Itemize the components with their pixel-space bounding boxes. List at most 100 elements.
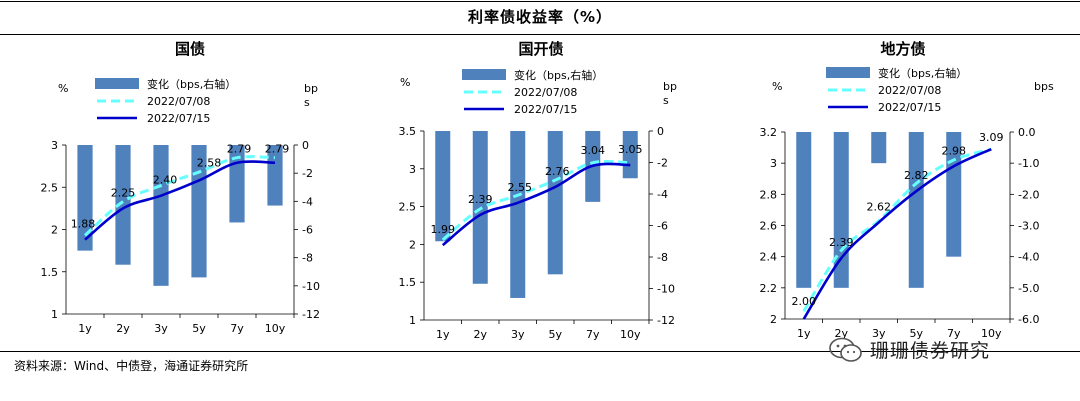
series-line-20220708 — [802, 147, 992, 312]
left-tick-label: 2.4 — [760, 251, 778, 264]
panel-title: 国债 — [175, 40, 205, 58]
x-tick-label: 1y — [436, 328, 450, 341]
title-divider — [0, 34, 1080, 35]
left-tick-label: 2 — [409, 238, 416, 251]
right-tick-label: -2 — [657, 157, 668, 170]
right-tick-label: 0.0 — [1018, 126, 1036, 139]
x-tick-label: 10y — [620, 328, 641, 341]
right-tick-label: -8 — [657, 251, 668, 264]
legend-old-label: 2022/07/08 — [147, 95, 210, 108]
right-tick-label: -3.0 — [1018, 220, 1039, 233]
data-label: 3.05 — [618, 143, 643, 156]
x-tick-label: 5y — [548, 328, 562, 341]
right-tick-label: -4.0 — [1018, 251, 1039, 264]
right-tick-label: -8 — [302, 252, 313, 265]
left-tick-label: 1 — [51, 308, 58, 321]
data-label: 2.39 — [829, 236, 854, 249]
data-label: 2.39 — [468, 193, 493, 206]
right-tick-label: -6 — [657, 220, 668, 233]
data-label: 2.79 — [265, 143, 290, 156]
data-label: 2.62 — [867, 200, 892, 213]
x-tick-label: 3y — [872, 327, 886, 340]
figure-title: 利率债收益率（%） — [467, 8, 613, 26]
right-tick-label: -6.0 — [1018, 313, 1039, 326]
legend-new-label: 2022/07/15 — [878, 101, 941, 114]
panel-2: 国开债 1 1.5 2 2.5 3 3.5 0 -2 -4 -6 -8 -10 -12% bps 1y 2y 3y… — [399, 40, 677, 341]
left-unit-label: % — [58, 82, 68, 95]
left-tick-label: 3 — [51, 139, 58, 152]
x-tick-label: 5y — [192, 322, 206, 335]
legend-bar-label: 变化（bps,右轴） — [878, 66, 967, 80]
bar — [796, 132, 812, 288]
bar — [871, 132, 887, 164]
series-line-20220715 — [802, 147, 992, 320]
source-note: 资料来源：Wind、中债登，海通证券研究所 — [14, 359, 249, 373]
right-tick-label: -10 — [302, 280, 320, 293]
bar — [435, 131, 451, 242]
legend-old-label: 2022/07/08 — [514, 86, 577, 99]
panel-title: 地方债 — [880, 40, 925, 58]
data-label: 3.09 — [979, 131, 1004, 144]
legend-old-label: 2022/07/08 — [878, 84, 941, 97]
panel-3: 地方债 2 2.2 2.4 2.6 2.8 3 3.2 0.0 -1.0 -2.0 -3.0 -4.0 -… — [760, 40, 1054, 340]
right-tick-label: -12 — [657, 314, 675, 327]
left-tick-label: 2 — [770, 313, 777, 326]
right-unit-label: bp — [304, 82, 318, 95]
left-unit-label: % — [772, 80, 782, 93]
left-tick-label: 2.8 — [760, 188, 778, 201]
bottom-divider — [0, 351, 1080, 352]
left-tick-label: 2.5 — [41, 181, 59, 194]
right-unit-label: s — [304, 96, 310, 109]
left-tick-label: 3.2 — [760, 126, 778, 139]
legend-new-label: 2022/07/15 — [514, 103, 577, 116]
x-tick-label: 10y — [981, 327, 1002, 340]
data-label: 2.55 — [508, 181, 533, 194]
data-label: 2.25 — [111, 186, 136, 199]
panel-1: 国债 1 1.5 2 2.5 3 0 -2 -4 -6 -8 -10 -12% bps 1y 2y 3y 5y 7y… — [41, 40, 320, 335]
bar — [153, 145, 169, 286]
bar — [833, 132, 849, 288]
data-label: 2.98 — [942, 144, 967, 157]
legend-bar-swatch — [95, 78, 139, 89]
data-label: 2.76 — [545, 165, 570, 178]
bar — [547, 131, 563, 275]
data-label: 2.82 — [904, 169, 929, 182]
x-tick-label: 3y — [154, 322, 168, 335]
left-tick-label: 2 — [51, 224, 58, 237]
series-line-20220708 — [83, 155, 276, 237]
left-tick-label: 2.2 — [760, 282, 778, 295]
left-tick-label: 2.6 — [760, 220, 778, 233]
left-tick-label: 3 — [770, 157, 777, 170]
right-tick-label: -2 — [302, 167, 313, 180]
right-tick-label: -5.0 — [1018, 282, 1039, 295]
right-unit-label: bp — [663, 80, 677, 93]
right-tick-label: -1.0 — [1018, 157, 1039, 170]
x-tick-label: 10y — [265, 322, 286, 335]
right-tick-label: -4 — [657, 188, 668, 201]
x-tick-label: 2y — [834, 327, 848, 340]
series-line-20220715 — [441, 162, 631, 247]
left-tick-label: 3.5 — [399, 125, 417, 138]
x-tick-label: 7y — [947, 327, 961, 340]
legend-bar-swatch — [462, 69, 506, 80]
legend-bar-label: 变化（bps,右轴） — [147, 77, 236, 91]
legend-bar-label: 变化（bps,右轴） — [514, 68, 603, 82]
watermark-text: 珊珊债券研究 — [870, 340, 991, 362]
legend-new-label: 2022/07/15 — [147, 112, 210, 125]
left-tick-label: 1 — [409, 314, 416, 327]
right-tick-label: -6 — [302, 224, 313, 237]
right-unit-label: bps — [1034, 80, 1054, 93]
series-line-20220715 — [84, 160, 276, 241]
bar — [77, 145, 93, 251]
x-tick-label: 1y — [78, 322, 92, 335]
x-tick-label: 3y — [511, 328, 525, 341]
left-tick-label: 3 — [409, 163, 416, 176]
x-tick-label: 7y — [230, 322, 244, 335]
bar — [510, 131, 526, 298]
data-label: 2.40 — [153, 174, 178, 187]
data-label: 1.88 — [71, 218, 96, 231]
bar — [622, 131, 638, 179]
bar — [267, 145, 283, 206]
x-tick-label: 7y — [586, 328, 600, 341]
